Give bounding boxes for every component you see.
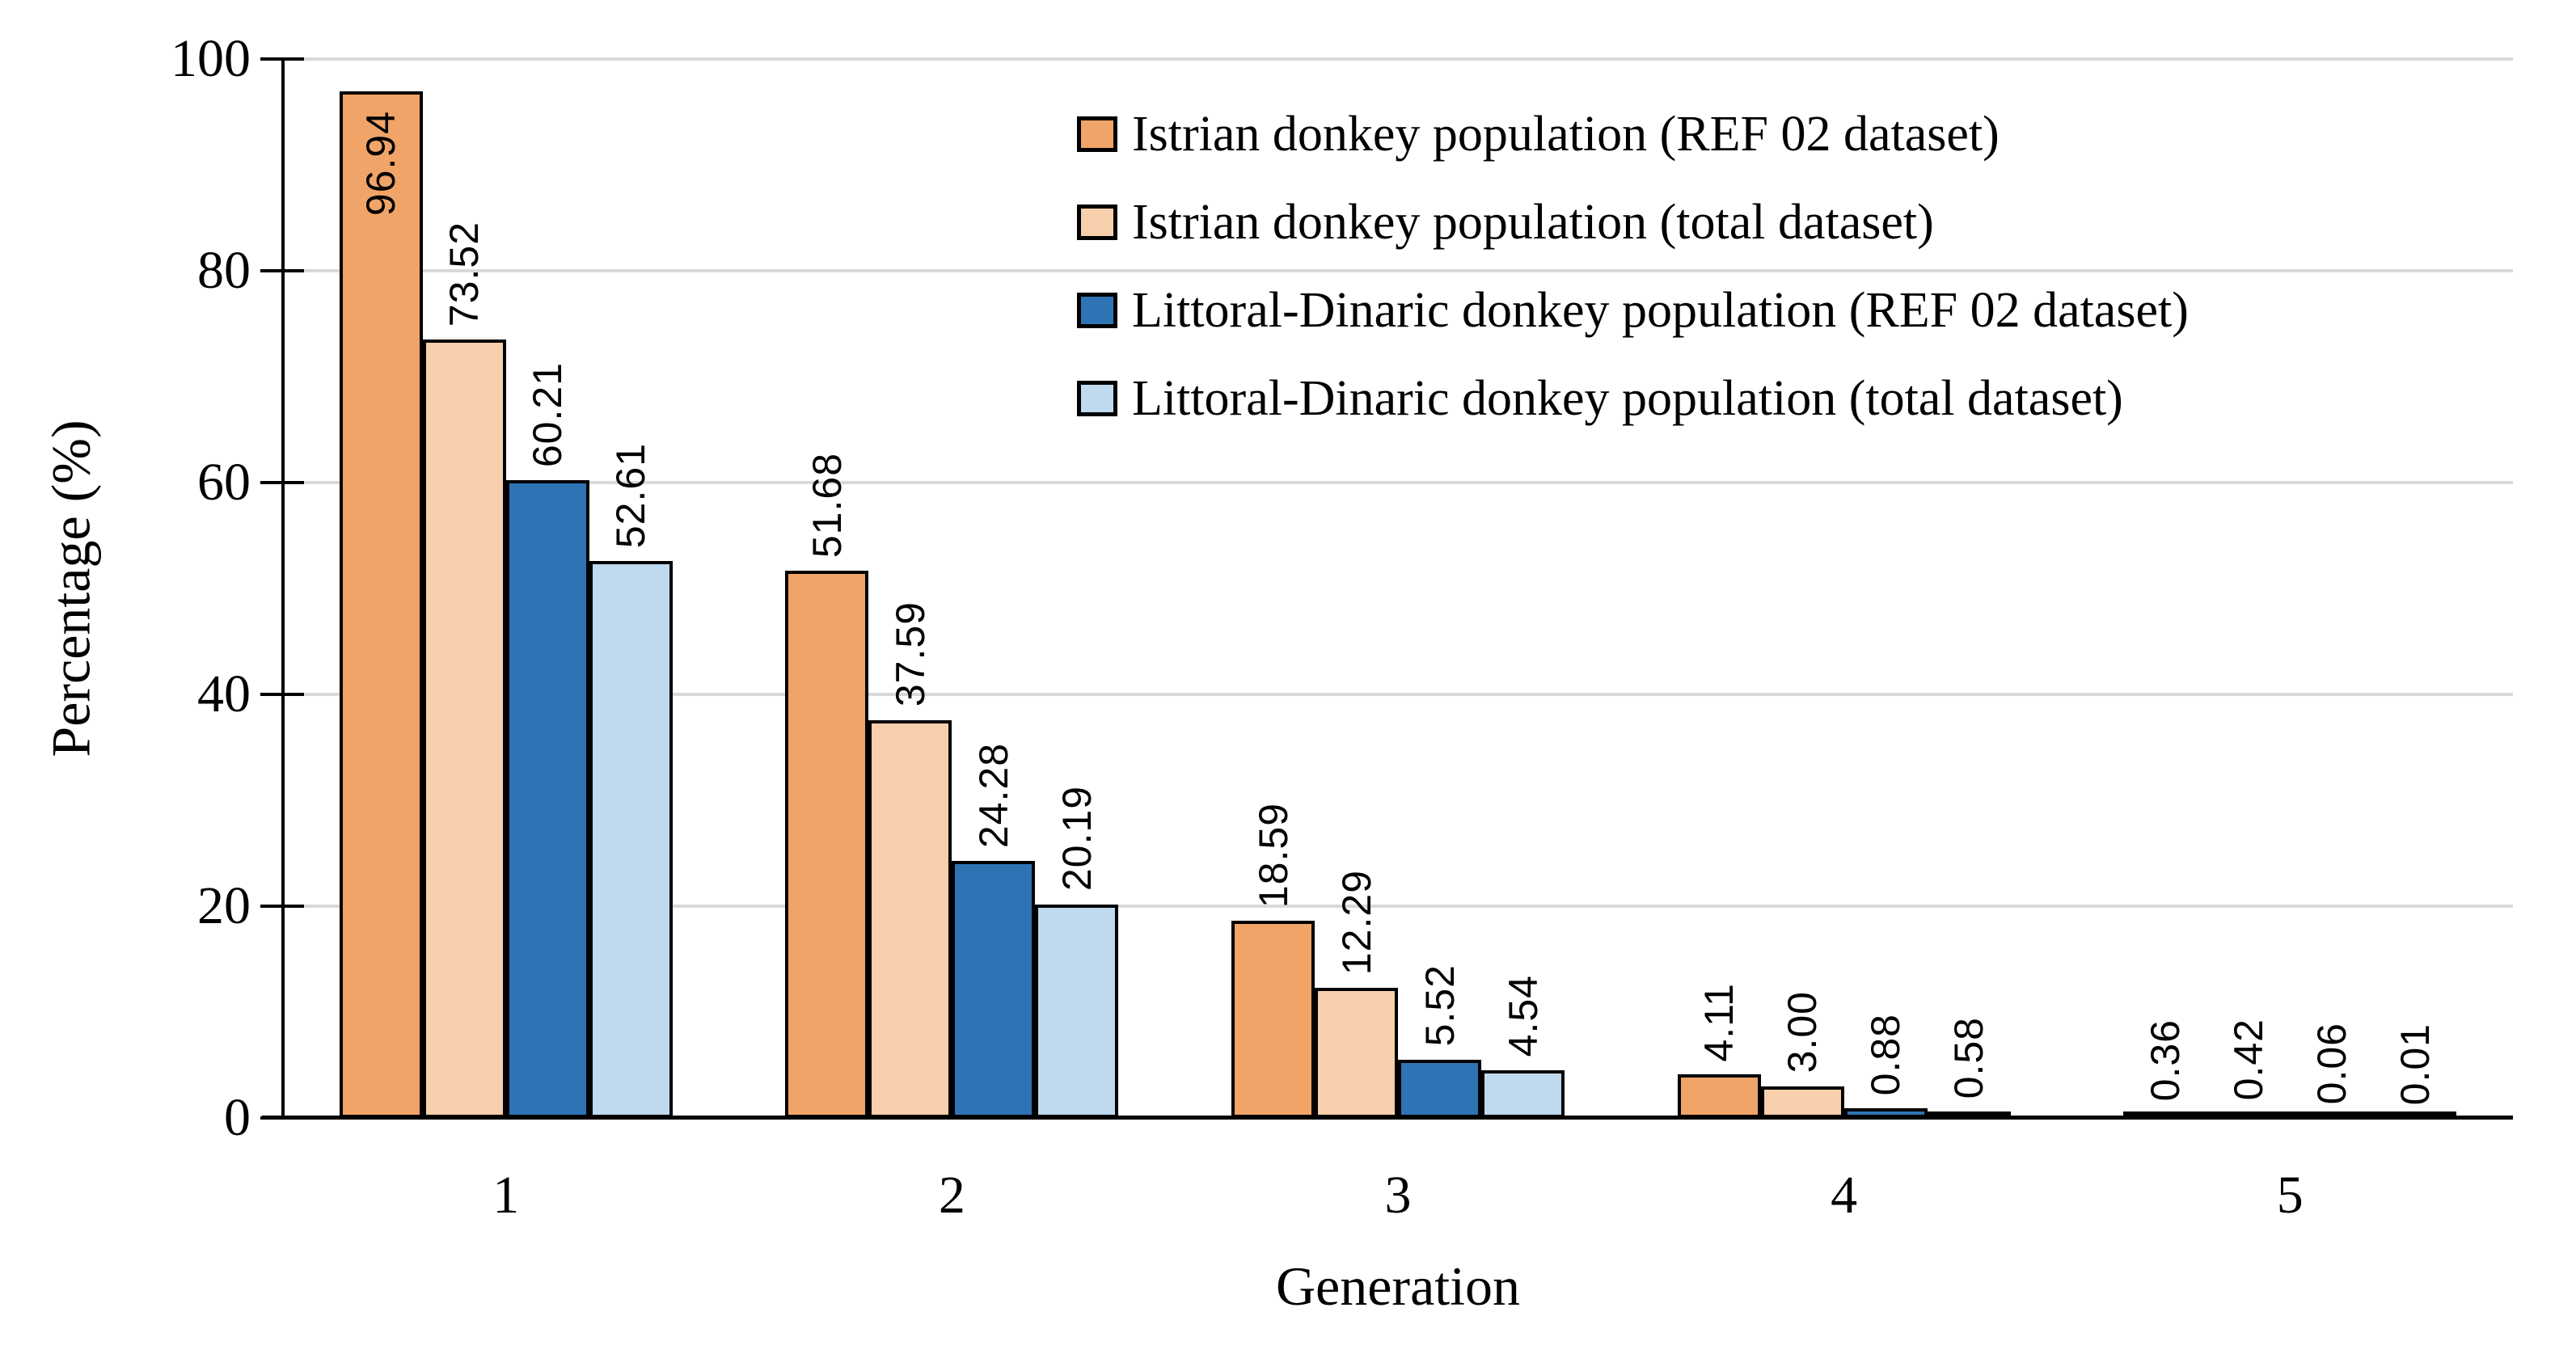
- bar: [505, 480, 589, 1118]
- gridline: [283, 269, 2513, 272]
- legend-item: Littoral-Dinaric donkey population (REF …: [1077, 266, 2189, 354]
- y-tick: [260, 57, 304, 61]
- legend-item: Istrian donkey population (total dataset…: [1077, 178, 2189, 266]
- bar: [422, 339, 506, 1118]
- y-tick: [260, 1116, 304, 1120]
- bar-value-label: 12.29: [1333, 869, 1379, 976]
- bar: [1481, 1069, 1565, 1118]
- y-tick-label: 80: [197, 241, 251, 300]
- bar: [785, 571, 869, 1118]
- legend: Istrian donkey population (REF 02 datase…: [1077, 90, 2189, 442]
- y-tick: [260, 693, 304, 696]
- y-tick-label: 20: [197, 876, 251, 935]
- gridline: [283, 693, 2513, 696]
- y-tick-label: 100: [171, 29, 251, 88]
- bar: [1035, 904, 1119, 1118]
- gridline: [283, 481, 2513, 484]
- legend-swatch-icon: [1077, 116, 1117, 152]
- y-tick-label: 60: [197, 453, 251, 512]
- y-tick: [260, 269, 304, 272]
- bar-value-label: 0.88: [1863, 1014, 1909, 1096]
- x-tick-label: 4: [1831, 1166, 1858, 1225]
- legend-swatch-icon: [1077, 292, 1117, 328]
- bar: [2123, 1111, 2207, 1118]
- legend-item: Littoral-Dinaric donkey population (tota…: [1077, 354, 2189, 442]
- bar: [2290, 1111, 2374, 1118]
- bar-value-label: 3.00: [1780, 991, 1826, 1073]
- bar: [1843, 1108, 1928, 1118]
- bar: [589, 560, 673, 1118]
- y-tick: [260, 905, 304, 908]
- y-tick-label: 0: [224, 1088, 251, 1147]
- bar-value-label: 4.54: [1500, 975, 1546, 1057]
- y-tick-label: 40: [197, 664, 251, 723]
- bar-value-label: 5.52: [1417, 964, 1463, 1047]
- x-axis-title: Generation: [1275, 1255, 1521, 1317]
- bar: [1677, 1074, 1761, 1118]
- bar-value-label: 20.19: [1054, 786, 1100, 892]
- y-axis-title: Percentage (%): [40, 420, 102, 757]
- bar-value-label: 73.52: [441, 221, 488, 327]
- bar-value-label: 0.01: [2392, 1023, 2438, 1105]
- bar-value-label: 60.21: [525, 362, 571, 468]
- x-tick-label: 1: [492, 1166, 520, 1225]
- gridline: [283, 57, 2513, 61]
- plot-area: 0 20 40 60 80 100 96.94 51.68 18.59 4.11 0.36 73.52…: [171, 32, 2513, 1223]
- bar-value-label: 37.59: [887, 601, 933, 707]
- bar: [1231, 921, 1315, 1118]
- y-axis-line: [281, 59, 285, 1120]
- x-tick-label: 3: [1384, 1166, 1412, 1225]
- legend-item: Istrian donkey population (REF 02 datase…: [1077, 90, 2189, 178]
- bar-value-label: 51.68: [804, 452, 850, 558]
- bar-value-label: 24.28: [970, 742, 1016, 848]
- bar-value-label: 18.59: [1250, 803, 1296, 909]
- bar-value-label: 0.42: [2225, 1019, 2271, 1101]
- legend-swatch-icon: [1077, 204, 1117, 240]
- bar-value-label: 96.94: [358, 111, 404, 217]
- bar: [1315, 988, 1398, 1118]
- bar-value-label: 0.06: [2308, 1022, 2354, 1105]
- bar-value-label: 0.36: [2142, 1019, 2188, 1102]
- bar-value-label: 4.11: [1696, 982, 1742, 1062]
- bar: [868, 719, 952, 1118]
- x-tick-label: 5: [2276, 1166, 2304, 1225]
- gridline: [283, 905, 2513, 908]
- legend-swatch-icon: [1077, 380, 1117, 416]
- y-tick: [260, 481, 304, 484]
- bar: [2206, 1111, 2291, 1118]
- legend-label: Littoral-Dinaric donkey population (tota…: [1132, 370, 2123, 426]
- bar: [1398, 1059, 1481, 1118]
- legend-label: Istrian donkey population (total dataset…: [1132, 194, 1934, 250]
- bar: [2373, 1111, 2457, 1118]
- bar-value-label: 52.61: [608, 442, 654, 548]
- bar: [1760, 1086, 1844, 1118]
- bar: [1927, 1111, 2011, 1118]
- legend-label: Littoral-Dinaric donkey population (REF …: [1132, 282, 2189, 338]
- bar-value-label: 0.58: [1946, 1017, 1992, 1099]
- bar: [952, 860, 1036, 1118]
- legend-label: Istrian donkey population (REF 02 datase…: [1132, 106, 2000, 162]
- x-tick-label: 2: [938, 1166, 965, 1225]
- bar: [339, 91, 423, 1118]
